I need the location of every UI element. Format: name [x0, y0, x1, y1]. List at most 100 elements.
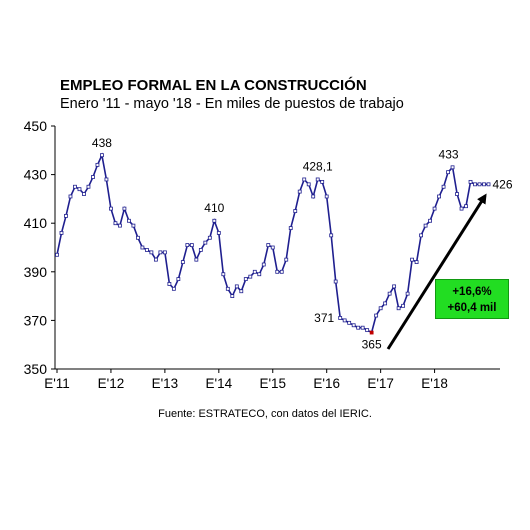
- data-point: [230, 294, 235, 299]
- data-label: 438: [92, 136, 112, 150]
- data-point: [77, 187, 82, 192]
- data-point: [239, 289, 244, 294]
- data-point: [64, 214, 68, 218]
- data-point: [118, 223, 122, 228]
- y-tick-label: 430: [24, 167, 48, 183]
- data-point: [149, 250, 154, 255]
- data-point: [374, 313, 379, 318]
- y-tick-label: 410: [24, 215, 48, 231]
- data-point: [423, 223, 428, 228]
- data-point: [144, 248, 149, 252]
- data-point: [315, 177, 320, 182]
- data-point: [194, 257, 199, 262]
- data-point: [410, 257, 415, 262]
- data-point: [82, 192, 86, 196]
- trend-arrow: [386, 193, 487, 350]
- data-point: [162, 250, 167, 255]
- data-point: [212, 218, 217, 223]
- data-point: [158, 250, 163, 255]
- data-point: [405, 291, 410, 296]
- data-point: [486, 182, 491, 187]
- data-point: [455, 192, 459, 196]
- data-point: [136, 235, 140, 240]
- x-tick-label: E'13: [152, 376, 179, 391]
- data-point: [477, 182, 482, 187]
- data-point: [122, 206, 127, 211]
- data-point: [248, 274, 253, 279]
- data-point: [293, 209, 298, 213]
- y-tick-label: 390: [24, 264, 48, 280]
- data-point: [113, 221, 118, 226]
- y-tick-label: 350: [24, 361, 48, 377]
- data-label: 410: [204, 201, 224, 215]
- data-point: [261, 262, 266, 267]
- data-point: [91, 175, 95, 179]
- data-point: [243, 277, 248, 281]
- x-tick-label: E'17: [367, 376, 394, 391]
- chart-source: Fuente: ESTRATECO, con datos del IERIC.: [158, 408, 372, 420]
- data-point: [401, 303, 406, 308]
- data-point: [68, 194, 73, 199]
- x-tick-label: E'12: [98, 376, 125, 391]
- data-point: [207, 235, 212, 240]
- data-point: [284, 257, 289, 262]
- data-point: [127, 218, 131, 223]
- data-point: [392, 284, 397, 289]
- data-point: [342, 318, 347, 323]
- data-label: 371: [314, 311, 334, 325]
- data-point: [203, 240, 208, 245]
- data-point: [369, 330, 374, 335]
- data-point: [351, 323, 356, 328]
- data-point: [95, 162, 100, 167]
- data-point: [419, 233, 423, 238]
- data-label: 428,1: [303, 159, 333, 173]
- data-point: [302, 177, 307, 182]
- data-point: [437, 194, 441, 199]
- data-point: [270, 245, 275, 250]
- data-point: [100, 153, 104, 158]
- data-point: [55, 252, 59, 257]
- data-point: [109, 206, 113, 211]
- change-absolute: +60,4 mil: [447, 302, 497, 314]
- data-point: [441, 184, 446, 189]
- data-label: 426: [493, 177, 513, 191]
- data-point: [320, 179, 325, 184]
- data-point: [59, 231, 64, 235]
- chart-subtitle: Enero '11 - mayo '18 - En miles de puest…: [60, 96, 404, 112]
- data-point: [279, 269, 284, 274]
- data-point: [333, 279, 338, 284]
- data-label: 433: [439, 147, 459, 161]
- data-point: [140, 245, 145, 250]
- data-point: [104, 177, 109, 182]
- y-tick-label: 450: [24, 118, 48, 134]
- data-point: [464, 204, 468, 209]
- data-point: [432, 206, 437, 211]
- data-point: [459, 206, 464, 211]
- data-point: [198, 248, 203, 252]
- data-point: [234, 284, 239, 289]
- x-tick-label: E'18: [421, 376, 448, 391]
- data-point: [266, 243, 271, 247]
- x-tick-label: E'11: [44, 376, 70, 391]
- data-point: [153, 257, 158, 262]
- data-point: [387, 291, 392, 296]
- data-point: [225, 286, 230, 291]
- data-point: [275, 269, 280, 274]
- x-tick-label: E'16: [313, 376, 340, 391]
- data-point: [396, 306, 401, 311]
- data-point: [131, 223, 136, 228]
- y-tick-label: 370: [24, 312, 48, 328]
- data-point: [216, 231, 221, 235]
- data-point: [311, 194, 316, 199]
- data-point: [252, 269, 257, 274]
- data-point: [356, 325, 361, 330]
- change-badge: +16,6% +60,4 mil: [435, 279, 509, 319]
- data-point: [414, 260, 419, 264]
- data-point: [257, 272, 262, 277]
- data-point: [473, 182, 477, 187]
- data-point: [167, 282, 172, 286]
- data-point: [324, 194, 329, 199]
- data-point: [360, 325, 365, 330]
- data-label: 365: [362, 338, 382, 352]
